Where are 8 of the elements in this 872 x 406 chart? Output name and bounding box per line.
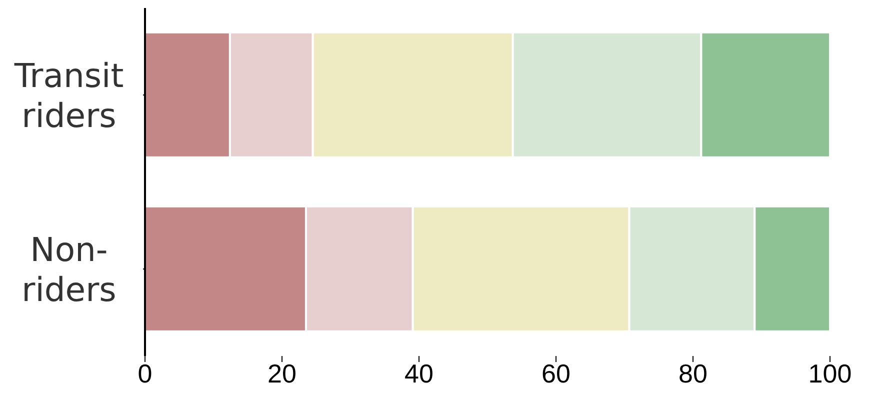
y-tick-label: Non-riders [22, 230, 116, 308]
x-tick-label: 0 [138, 358, 152, 388]
x-tick-label: 40 [404, 358, 434, 388]
y-tick-label: Transit riders [13, 56, 124, 134]
x-tick-label: 100 [808, 358, 852, 388]
x-tick-label: 80 [678, 358, 708, 388]
x-tick-label: 20 [268, 358, 296, 388]
x-tick-label: 60 [542, 358, 570, 388]
